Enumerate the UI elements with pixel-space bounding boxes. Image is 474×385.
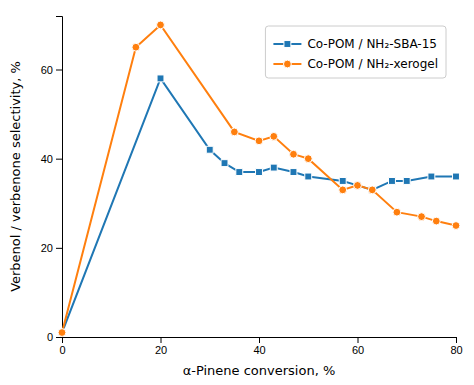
point <box>389 177 396 184</box>
point <box>339 186 347 194</box>
point <box>59 329 66 336</box>
y-tick-mark <box>56 337 62 338</box>
point <box>452 222 460 230</box>
point <box>230 128 238 136</box>
point <box>270 164 277 171</box>
x-tick-label: 40 <box>253 344 265 356</box>
point <box>305 173 312 180</box>
point <box>418 213 426 221</box>
point <box>157 21 165 29</box>
x-tick-mark <box>161 337 162 343</box>
series-line <box>62 78 456 332</box>
x-tick-mark <box>259 337 260 343</box>
legend: Co-POM / NH₂-SBA-15 Co-POM / NH₂-xerogel <box>265 26 446 78</box>
point <box>58 329 66 337</box>
y-tick-label: 40 <box>41 153 53 165</box>
chart: 0204060800204060Co-POM / NH₂-SBA-15Co-PO… <box>0 0 474 385</box>
x-tick-mark <box>358 337 359 343</box>
point <box>354 182 361 189</box>
x-tick: 40 <box>253 337 265 356</box>
y-tick-label: 20 <box>41 242 53 254</box>
point <box>256 169 263 176</box>
y-tick: 60 <box>41 64 62 76</box>
y-tick-label: 0 <box>47 331 53 343</box>
point <box>393 208 401 216</box>
x-tick-label: 60 <box>352 344 364 356</box>
legend-label: Co-POM / NH₂-SBA-15 <box>307 37 437 51</box>
point <box>432 217 440 225</box>
point <box>339 177 346 184</box>
y-tick-label: 60 <box>41 64 53 76</box>
legend-symbol <box>284 41 291 48</box>
point <box>290 169 297 176</box>
point <box>368 186 376 194</box>
point <box>132 43 140 51</box>
point <box>428 173 435 180</box>
legend-item: Co-POM / NH₂-xerogel <box>273 57 438 71</box>
y-axis-title: Verbenol / verbenone selectivity, % <box>8 61 23 292</box>
plot: 0204060800204060Co-POM / NH₂-SBA-15Co-PO… <box>41 17 463 356</box>
point <box>369 186 376 193</box>
point <box>354 182 362 190</box>
y-tick-mark <box>56 248 62 249</box>
y-tick: 40 <box>41 153 62 165</box>
x-tick: 80 <box>450 337 462 356</box>
y-axis-line <box>56 17 63 338</box>
point <box>453 173 460 180</box>
x-tick-label: 0 <box>59 344 65 356</box>
legend-label: Co-POM / NH₂-xerogel <box>307 57 438 71</box>
point <box>304 155 312 163</box>
point <box>221 160 228 167</box>
x-tick: 0 <box>59 337 65 356</box>
y-tick-mark <box>56 159 62 160</box>
x-axis-line <box>63 338 457 344</box>
x-tick: 20 <box>155 337 167 356</box>
legend-symbol <box>283 60 291 68</box>
legend-frame <box>265 26 446 78</box>
point <box>403 177 410 184</box>
series-line <box>62 25 456 333</box>
y-tick: 20 <box>41 242 62 254</box>
y-axis: 0 20 40 60 <box>41 17 63 344</box>
point <box>255 137 263 145</box>
x-tick-label: 20 <box>155 344 167 356</box>
data <box>58 21 460 336</box>
x-tick-mark <box>456 337 457 343</box>
point <box>206 146 213 153</box>
y-tick-mark <box>56 70 62 71</box>
x-tick: 60 <box>352 337 364 356</box>
x-axis: 0 20 40 60 80 <box>59 337 462 356</box>
x-axis-title: α-Pinene conversion, % <box>183 363 336 378</box>
series <box>58 21 460 336</box>
point <box>236 169 243 176</box>
point <box>270 132 278 140</box>
point <box>290 150 298 158</box>
legend-item: Co-POM / NH₂-SBA-15 <box>273 37 437 51</box>
x-tick-label: 80 <box>450 344 462 356</box>
point <box>157 75 164 82</box>
